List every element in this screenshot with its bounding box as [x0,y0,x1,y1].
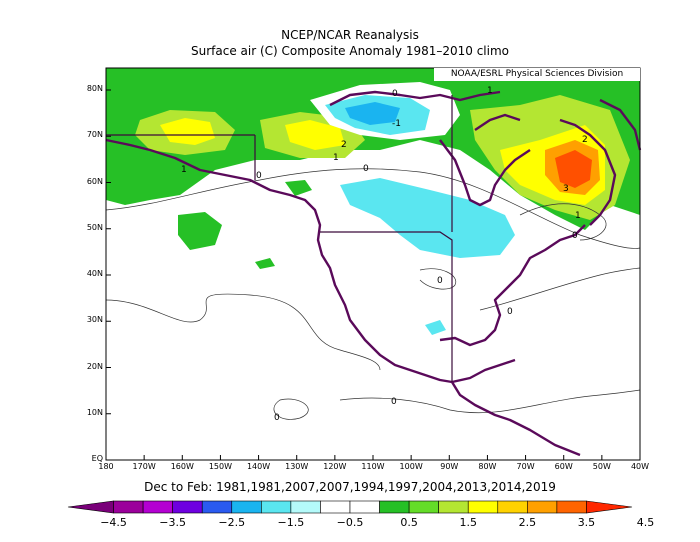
contour-label: 0 [437,276,443,286]
colorbar-swatch [172,500,203,514]
contour-label: 0 [391,397,397,407]
longitude-label: 100W [399,462,423,471]
longitude-label: 80W [478,462,497,471]
longitude-label: 90W [440,462,459,471]
colorbar-swatch [320,500,351,514]
colorbar-swatch [142,500,173,514]
colorbar-label: 4.5 [636,516,655,529]
axis-ticks [105,89,641,461]
latitude-label: 60N [86,176,103,186]
colorbar-swatch [231,500,262,514]
coastlines [105,90,642,457]
colorbar-label: −2.5 [218,516,246,529]
contour-label: 0 [363,164,369,174]
longitude-label: 160W [170,462,194,471]
colorbar-swatch [379,500,410,514]
map-subtitle: Surface air (C) Composite Anomaly 1981–2… [190,44,510,58]
contour-label: 1 [487,86,493,96]
colorbar-label: 1.5 [459,516,477,529]
anomaly-alaska-core [160,118,215,145]
colorbar-swatch [290,500,321,514]
longitude-label: 130W [285,462,309,471]
latitude-label: 10N [86,407,103,417]
map-title: NCEP/NCAR Reanalysis [281,28,419,42]
longitude-label: 120W [323,462,347,471]
colorbar-swatch [261,500,292,514]
anomaly-canada-core [285,120,345,150]
anomaly-central-us-cold [340,178,515,258]
colorbar-swatch [556,500,587,514]
longitude-label: 140W [246,462,271,471]
contour-label: 1 [333,153,339,163]
longitude-label: 170W [132,462,156,471]
contour-label: 0 [256,171,262,181]
colorbar [67,500,633,514]
colorbar-label: 0.5 [400,516,418,529]
colorbar-swatch [497,500,528,514]
colorbar-label: 2.5 [518,516,537,529]
contour-label: 2 [582,135,588,145]
contour-label: 2 [341,140,347,150]
latitude-label: 30N [86,315,103,325]
colorbar-swatch [527,500,558,514]
colorbar-swatch [408,500,439,514]
contour-label: 1 [575,211,581,221]
latitude-label: 40N [86,269,103,278]
colorbar-swatch [201,500,233,514]
longitude-label: 150W [208,462,233,471]
colorbar-label: −3.5 [159,516,187,529]
colorbar-label: −0.5 [336,516,364,529]
colorbar-swatch [113,500,144,514]
colorbar-label: 3.5 [577,516,596,529]
colorbar-swatch [349,500,380,514]
latitude-label: 80N [86,84,103,93]
longitude-label: 60W [554,462,573,471]
latitude-label: 50N [86,222,103,232]
contour-label: 3 [563,184,569,194]
longitude-label: 110W [361,462,385,471]
longitude-label: 50W [592,462,611,471]
contour-label: 1 [181,165,187,175]
credit-label: NOAA/ESRL Physical Sciences Division [434,68,640,81]
contour-label: 0 [274,413,280,423]
political-borders [106,95,453,382]
colorbar-label: −1.5 [277,516,305,529]
anomaly-quebec-red [555,150,592,188]
contour-label: 0 [572,231,578,241]
latitude-label: 70N [86,130,103,140]
contour-label-group: 0 1 1 2 1 0 2 0 3 1 0 0 0 0 0 -1 [181,86,588,423]
anomaly-gulf-cold [425,320,446,335]
colorbar-swatch [438,500,469,514]
anomaly-positive-patch-3 [285,180,312,196]
longitude-label: 40W [630,462,650,471]
contour-label: -1 [392,119,401,129]
colorbar-label: −4.5 [100,516,127,529]
composite-years: Dec to Feb: 1981,1981,2007,2007,1994,199… [144,480,556,494]
anomaly-arctic-cold-core [345,102,400,125]
colorbar-swatch [586,500,633,514]
anomaly-positive-patch-2 [255,258,275,269]
latitude-label: EQ [91,454,103,463]
contour-label: 0 [507,307,513,317]
contour-label: 0 [392,89,398,99]
longitude-label: 70W [516,462,535,471]
contour-lines [105,168,641,420]
longitude-label: 180 [98,462,114,471]
colorbar-swatch [67,500,114,514]
latitude-label: 20N [86,361,103,371]
anomaly-positive-patch-1 [178,212,222,250]
colorbar-swatch [467,500,499,514]
